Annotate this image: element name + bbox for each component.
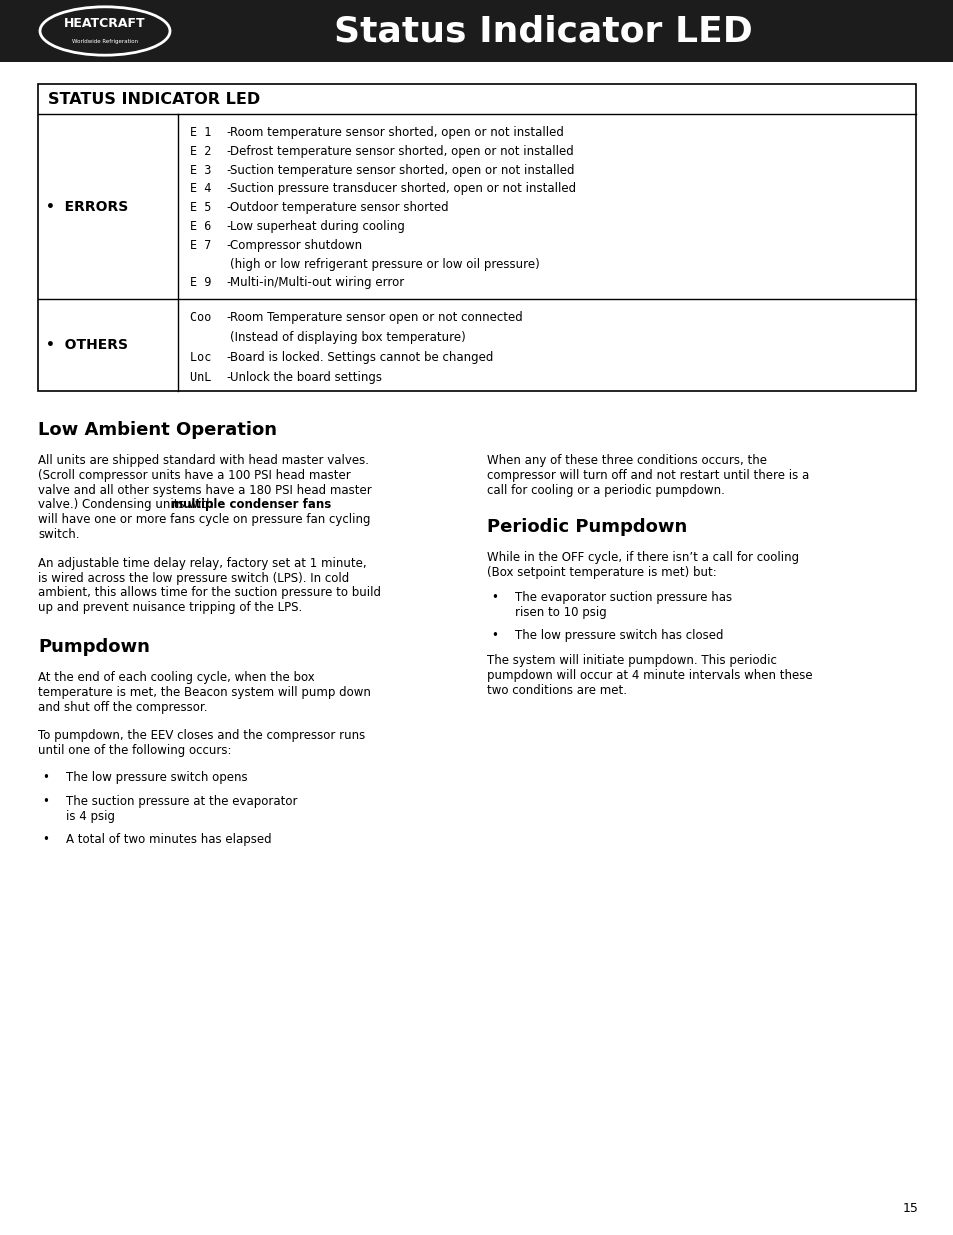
Text: Low superheat during cooling: Low superheat during cooling xyxy=(230,220,404,233)
Text: Board is locked. Settings cannot be changed: Board is locked. Settings cannot be chan… xyxy=(230,351,493,364)
Text: Outdoor temperature sensor shorted: Outdoor temperature sensor shorted xyxy=(230,201,448,214)
Text: two conditions are met.: two conditions are met. xyxy=(486,684,626,697)
Text: •: • xyxy=(42,795,49,808)
Text: •: • xyxy=(42,834,49,846)
Text: E 5  -: E 5 - xyxy=(190,201,233,214)
Text: valve.) Condensing units with: valve.) Condensing units with xyxy=(38,499,217,511)
Text: call for cooling or a periodic pumpdown.: call for cooling or a periodic pumpdown. xyxy=(486,484,724,496)
Text: Defrost temperature sensor shorted, open or not installed: Defrost temperature sensor shorted, open… xyxy=(230,144,573,158)
Text: •: • xyxy=(491,629,497,642)
Text: Room temperature sensor shorted, open or not installed: Room temperature sensor shorted, open or… xyxy=(230,126,563,140)
Text: An adjustable time delay relay, factory set at 1 minute,: An adjustable time delay relay, factory … xyxy=(38,557,366,569)
Text: risen to 10 psig: risen to 10 psig xyxy=(515,606,606,619)
Text: E 6  -: E 6 - xyxy=(190,220,233,233)
Text: Suction pressure transducer shorted, open or not installed: Suction pressure transducer shorted, ope… xyxy=(230,183,576,195)
Text: is wired across the low pressure switch (LPS). In cold: is wired across the low pressure switch … xyxy=(38,572,349,584)
Text: and shut off the compressor.: and shut off the compressor. xyxy=(38,700,208,714)
Text: Low Ambient Operation: Low Ambient Operation xyxy=(38,421,276,438)
Text: When any of these three conditions occurs, the: When any of these three conditions occur… xyxy=(486,454,766,467)
Text: Unlock the board settings: Unlock the board settings xyxy=(230,370,381,384)
Text: Worldwide Refrigeration: Worldwide Refrigeration xyxy=(71,40,138,44)
Text: Periodic Pumpdown: Periodic Pumpdown xyxy=(486,519,686,536)
Text: (Box setpoint temperature is met) but:: (Box setpoint temperature is met) but: xyxy=(486,566,716,579)
Text: up and prevent nuisance tripping of the LPS.: up and prevent nuisance tripping of the … xyxy=(38,601,302,614)
Text: STATUS INDICATOR LED: STATUS INDICATOR LED xyxy=(48,91,260,106)
Text: 15: 15 xyxy=(902,1202,918,1215)
Text: (Scroll compressor units have a 100 PSI head master: (Scroll compressor units have a 100 PSI … xyxy=(38,469,351,482)
Text: To pumpdown, the EEV closes and the compressor runs: To pumpdown, the EEV closes and the comp… xyxy=(38,730,365,742)
Text: Pumpdown: Pumpdown xyxy=(38,638,150,656)
Text: At the end of each cooling cycle, when the box: At the end of each cooling cycle, when t… xyxy=(38,671,314,684)
Text: Loc  -: Loc - xyxy=(190,351,233,364)
Text: Multi-in/Multi-out wiring error: Multi-in/Multi-out wiring error xyxy=(230,277,404,289)
Text: HEATCRAFT: HEATCRAFT xyxy=(64,17,146,31)
Bar xyxy=(38,84,915,391)
Text: The system will initiate pumpdown. This periodic: The system will initiate pumpdown. This … xyxy=(486,655,776,667)
Text: The suction pressure at the evaporator: The suction pressure at the evaporator xyxy=(66,795,297,808)
Text: E 4  -: E 4 - xyxy=(190,183,233,195)
Text: UnL  -: UnL - xyxy=(190,370,233,384)
Text: E 9  -: E 9 - xyxy=(190,277,233,289)
Text: Status Indicator LED: Status Indicator LED xyxy=(335,14,752,48)
Text: •: • xyxy=(491,592,497,604)
Text: E 7  -: E 7 - xyxy=(190,238,233,252)
Text: Suction temperature sensor shorted, open or not installed: Suction temperature sensor shorted, open… xyxy=(230,163,574,177)
Text: The low pressure switch has closed: The low pressure switch has closed xyxy=(515,629,722,642)
Text: Compressor shutdown: Compressor shutdown xyxy=(230,238,362,252)
Text: pumpdown will occur at 4 minute intervals when these: pumpdown will occur at 4 minute interval… xyxy=(486,669,812,682)
Text: switch.: switch. xyxy=(38,529,79,541)
Text: valve and all other systems have a 180 PSI head master: valve and all other systems have a 180 P… xyxy=(38,484,372,496)
Text: •  ERRORS: • ERRORS xyxy=(46,200,128,214)
Text: temperature is met, the Beacon system will pump down: temperature is met, the Beacon system wi… xyxy=(38,685,371,699)
Text: The evaporator suction pressure has: The evaporator suction pressure has xyxy=(515,592,731,604)
Text: Coo  -: Coo - xyxy=(190,311,233,324)
Text: Room Temperature sensor open or not connected: Room Temperature sensor open or not conn… xyxy=(230,311,522,324)
Text: is 4 psig: is 4 psig xyxy=(66,810,115,823)
Text: (Instead of displaying box temperature): (Instead of displaying box temperature) xyxy=(230,331,465,345)
Bar xyxy=(0,0,953,62)
Text: until one of the following occurs:: until one of the following occurs: xyxy=(38,745,232,757)
Text: will have one or more fans cycle on pressure fan cycling: will have one or more fans cycle on pres… xyxy=(38,514,370,526)
Text: ambient, this allows time for the suction pressure to build: ambient, this allows time for the suctio… xyxy=(38,587,380,599)
Text: E 2  -: E 2 - xyxy=(190,144,233,158)
Text: E 3  -: E 3 - xyxy=(190,163,233,177)
Text: A total of two minutes has elapsed: A total of two minutes has elapsed xyxy=(66,834,272,846)
Text: The low pressure switch opens: The low pressure switch opens xyxy=(66,771,248,784)
Text: All units are shipped standard with head master valves.: All units are shipped standard with head… xyxy=(38,454,369,467)
Text: •: • xyxy=(42,771,49,784)
Text: While in the OFF cycle, if there isn’t a call for cooling: While in the OFF cycle, if there isn’t a… xyxy=(486,551,799,564)
Text: •  OTHERS: • OTHERS xyxy=(46,338,128,352)
Text: multiple condenser fans: multiple condenser fans xyxy=(171,499,331,511)
Text: E 1  -: E 1 - xyxy=(190,126,233,140)
Text: (high or low refrigerant pressure or low oil pressure): (high or low refrigerant pressure or low… xyxy=(230,258,539,270)
Text: compressor will turn off and not restart until there is a: compressor will turn off and not restart… xyxy=(486,469,808,482)
